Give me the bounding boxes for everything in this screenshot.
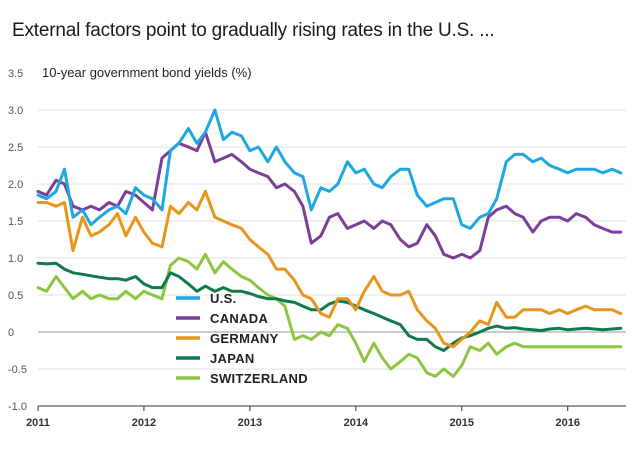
grid-lines [38, 109, 626, 407]
y-tick-label: 1.5 [8, 216, 23, 228]
x-axis: 2011 2012 2013 2014 2015 2016 [26, 405, 626, 429]
x-tick-label: 2011 [26, 417, 50, 429]
x-tick-label: 2015 [450, 417, 474, 429]
y-tick-label: 1.0 [8, 253, 23, 265]
x-tick-label: 2016 [555, 417, 579, 429]
y-tick-label: 0 [8, 327, 14, 339]
chart-title: External factors point to gradually risi… [12, 20, 495, 41]
x-tick-label: 2013 [238, 417, 262, 429]
y-tick-label: -1.0 [8, 401, 27, 413]
series-line-germany [36, 189, 623, 349]
y-tick-label: -0.5 [8, 364, 27, 376]
y-tick-label: 3.5 [8, 68, 23, 80]
x-tick-label: 2012 [132, 417, 156, 429]
y-tick-label: 2.5 [8, 142, 23, 154]
series-line-switzerland [36, 252, 623, 378]
legend-label: U.S. [210, 291, 236, 306]
legend-label: JAPAN [210, 351, 255, 366]
series-line-japan [36, 261, 623, 352]
x-tick-label: 2014 [344, 417, 369, 429]
legend-label: SWITZERLAND [210, 371, 308, 386]
legend-label: GERMANY [210, 331, 279, 346]
y-tick-label: 0.5 [8, 290, 23, 302]
series-lines [36, 108, 623, 378]
y-axis-ticks: 3.5 3.0 2.5 2.0 1.5 1.0 0.5 0 -0.5 -1.0 [8, 68, 27, 413]
series-line-canada [36, 130, 623, 260]
y-tick-label: 2.0 [8, 179, 23, 191]
series-line-u-s [36, 108, 623, 230]
y-tick-label: 3.0 [8, 105, 23, 117]
legend: U.S. CANADA GERMANY JAPAN SWITZERLAND [176, 291, 308, 386]
legend-label: CANADA [210, 311, 268, 326]
y-axis-label: 10-year government bond yields (%) [42, 65, 252, 80]
